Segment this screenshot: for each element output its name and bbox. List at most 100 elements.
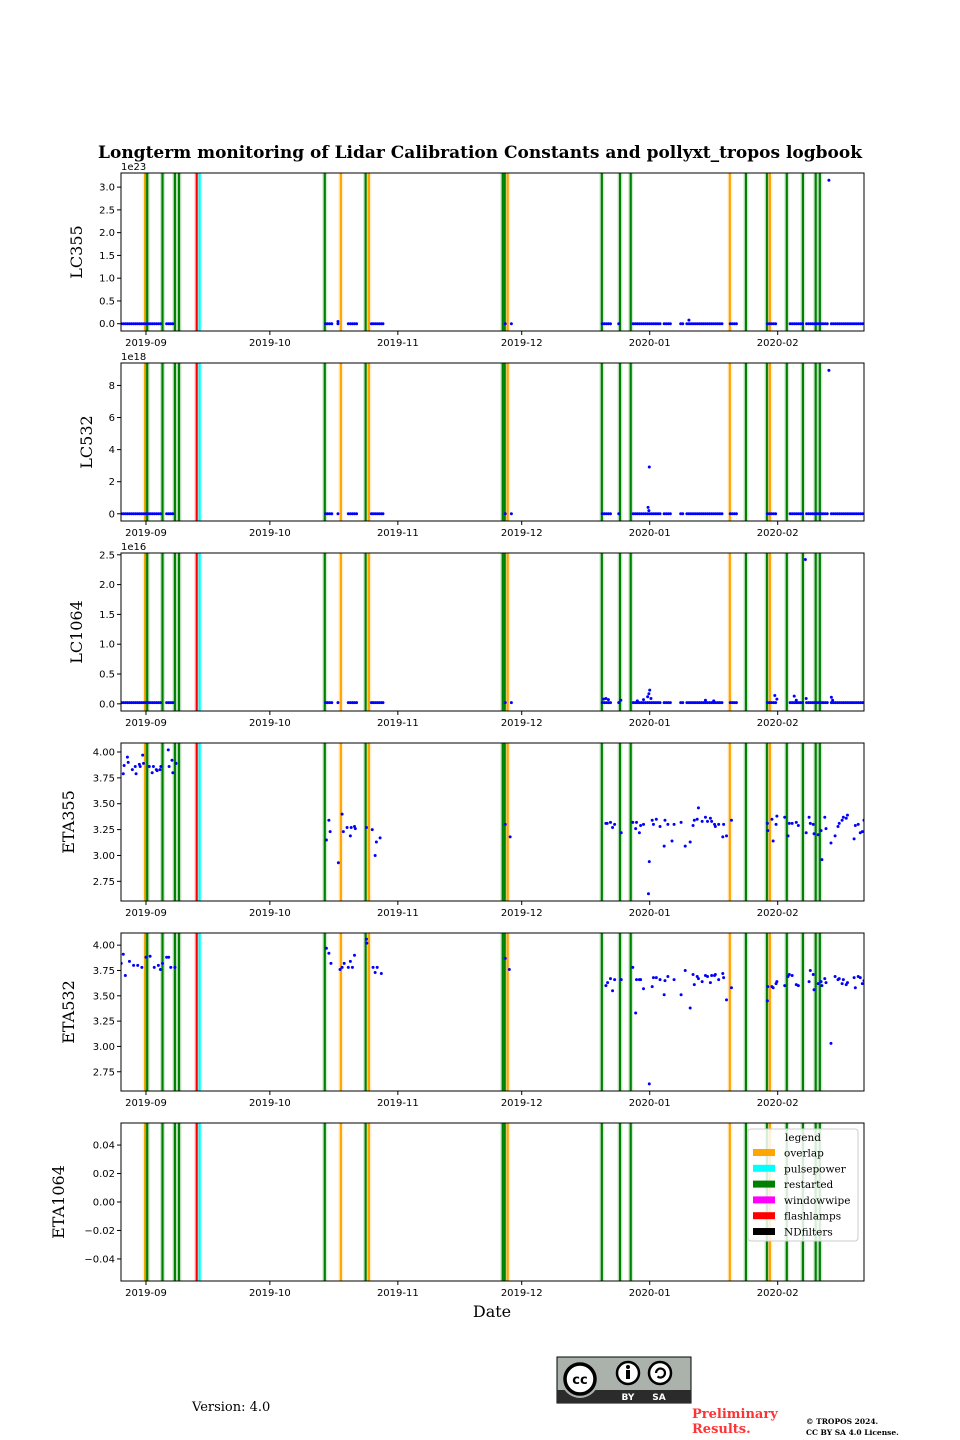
data-point [734,701,738,705]
data-point [608,701,612,705]
data-point [844,816,848,820]
data-point [829,701,833,705]
data-point [688,840,692,844]
panel-eta532: 2019-09 2019-10 2019-11 2019-12 2020-01 2020-… [59,932,865,1109]
data-point [155,769,159,773]
data-point [854,701,858,705]
data-point [787,973,791,977]
data-point [679,512,683,516]
data-point [646,512,650,516]
data-point [699,322,703,326]
data-point [825,701,829,705]
y-tick-label: 3.25 [93,1017,115,1028]
x-tick-label: 2020-02 [757,338,799,349]
legend-swatch-ndfilters [753,1228,775,1235]
data-point [353,827,357,831]
data-point [646,695,650,699]
data-point [658,825,662,829]
data-point [811,973,815,977]
data-point [346,322,350,326]
x-axis-label: Date [473,1302,511,1321]
data-point [330,322,334,326]
data-point [635,699,639,703]
axes-frame [120,362,865,522]
data-point [662,512,666,516]
data-point [720,322,724,326]
data-point [125,755,129,759]
data-point [701,512,705,516]
data-point [685,512,689,516]
data-point [697,512,701,516]
x-tick-label: 2019-09 [125,1288,167,1299]
data-point [732,701,736,705]
data-point [159,764,163,768]
data-point [144,322,148,326]
data-point [794,701,798,705]
data-point [770,817,774,821]
data-point [133,764,137,768]
x-tick-label: 2019-10 [249,338,291,349]
data-point [838,701,842,705]
legend-label-windowwipe: windowwipe [784,1195,850,1207]
data-point [123,512,127,516]
data-point [352,701,356,705]
data-point [710,701,714,705]
x-tick-label: 2019-12 [501,528,543,539]
data-point [681,512,685,516]
data-point [856,701,860,705]
data-point [845,981,849,985]
y-axis-label: ETA1064 [49,1165,68,1239]
data-point [355,701,359,705]
data-point [658,322,662,326]
panel-eta1064: 2019-09 2019-10 2019-11 2019-12 2020-01 2020-… [49,1122,865,1299]
data-point [654,322,658,326]
data-point [837,977,841,981]
data-point [718,512,722,516]
data-point [687,701,691,705]
data-point [654,817,658,821]
data-point [142,512,146,516]
data-point [860,512,864,516]
data-point [696,806,700,810]
data-point [130,701,134,705]
data-point [601,697,605,701]
x-tick-label: 2019-09 [125,908,167,919]
data-point [681,701,685,705]
data-point [619,978,623,982]
data-point [683,968,687,972]
data-point [127,322,131,326]
sa-sharealike-icon [647,1360,673,1386]
data-point [679,322,683,326]
data-point [774,512,778,516]
data-point [617,512,621,516]
data-point [852,837,856,841]
data-point [631,322,635,326]
data-point [654,976,658,980]
data-point [805,701,809,705]
data-point [652,512,656,516]
data-point [650,512,654,516]
data-point [844,701,848,705]
data-point [142,322,146,326]
data-point [775,814,779,818]
data-point [633,701,637,705]
data-point [121,512,125,516]
data-point [831,512,835,516]
data-point [328,512,332,516]
x-tick-label: 2019-11 [377,908,419,919]
axes-frame [120,932,865,1092]
data-point [650,985,654,989]
data-point [833,975,837,979]
y-tick-label: 1.0 [99,640,115,651]
data-point [348,959,352,963]
data-point [829,841,833,845]
data-point [148,954,152,958]
y-tick-label: 3.25 [93,825,115,836]
x-tick-label: 2020-01 [629,1098,671,1109]
data-point [697,701,701,705]
y-tick-label: 2 [109,477,115,488]
data-point [672,822,676,826]
data-point [140,965,144,969]
data-point [807,815,811,819]
data-point [771,986,775,990]
